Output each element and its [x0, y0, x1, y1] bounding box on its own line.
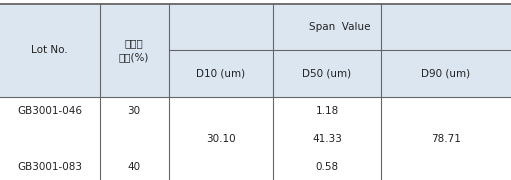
- Text: 78.71: 78.71: [431, 134, 461, 144]
- Text: 30: 30: [128, 106, 141, 116]
- Text: D10 (um): D10 (um): [196, 69, 246, 79]
- Text: 1.18: 1.18: [315, 106, 339, 116]
- Text: GB3001-083: GB3001-083: [17, 162, 82, 172]
- Text: Lot No.: Lot No.: [32, 45, 68, 55]
- Text: 고분자
농도(%): 고분자 농도(%): [119, 38, 149, 62]
- Text: D90 (um): D90 (um): [421, 69, 471, 79]
- Text: 30.10: 30.10: [206, 134, 236, 144]
- Text: D50 (um): D50 (um): [303, 69, 352, 79]
- Text: 41.33: 41.33: [312, 134, 342, 144]
- Text: GB3001-046: GB3001-046: [17, 106, 82, 116]
- Text: Span  Value: Span Value: [309, 22, 370, 32]
- Text: 40: 40: [128, 162, 141, 172]
- Text: 0.58: 0.58: [315, 162, 339, 172]
- Bar: [0, 4, 511, 97]
